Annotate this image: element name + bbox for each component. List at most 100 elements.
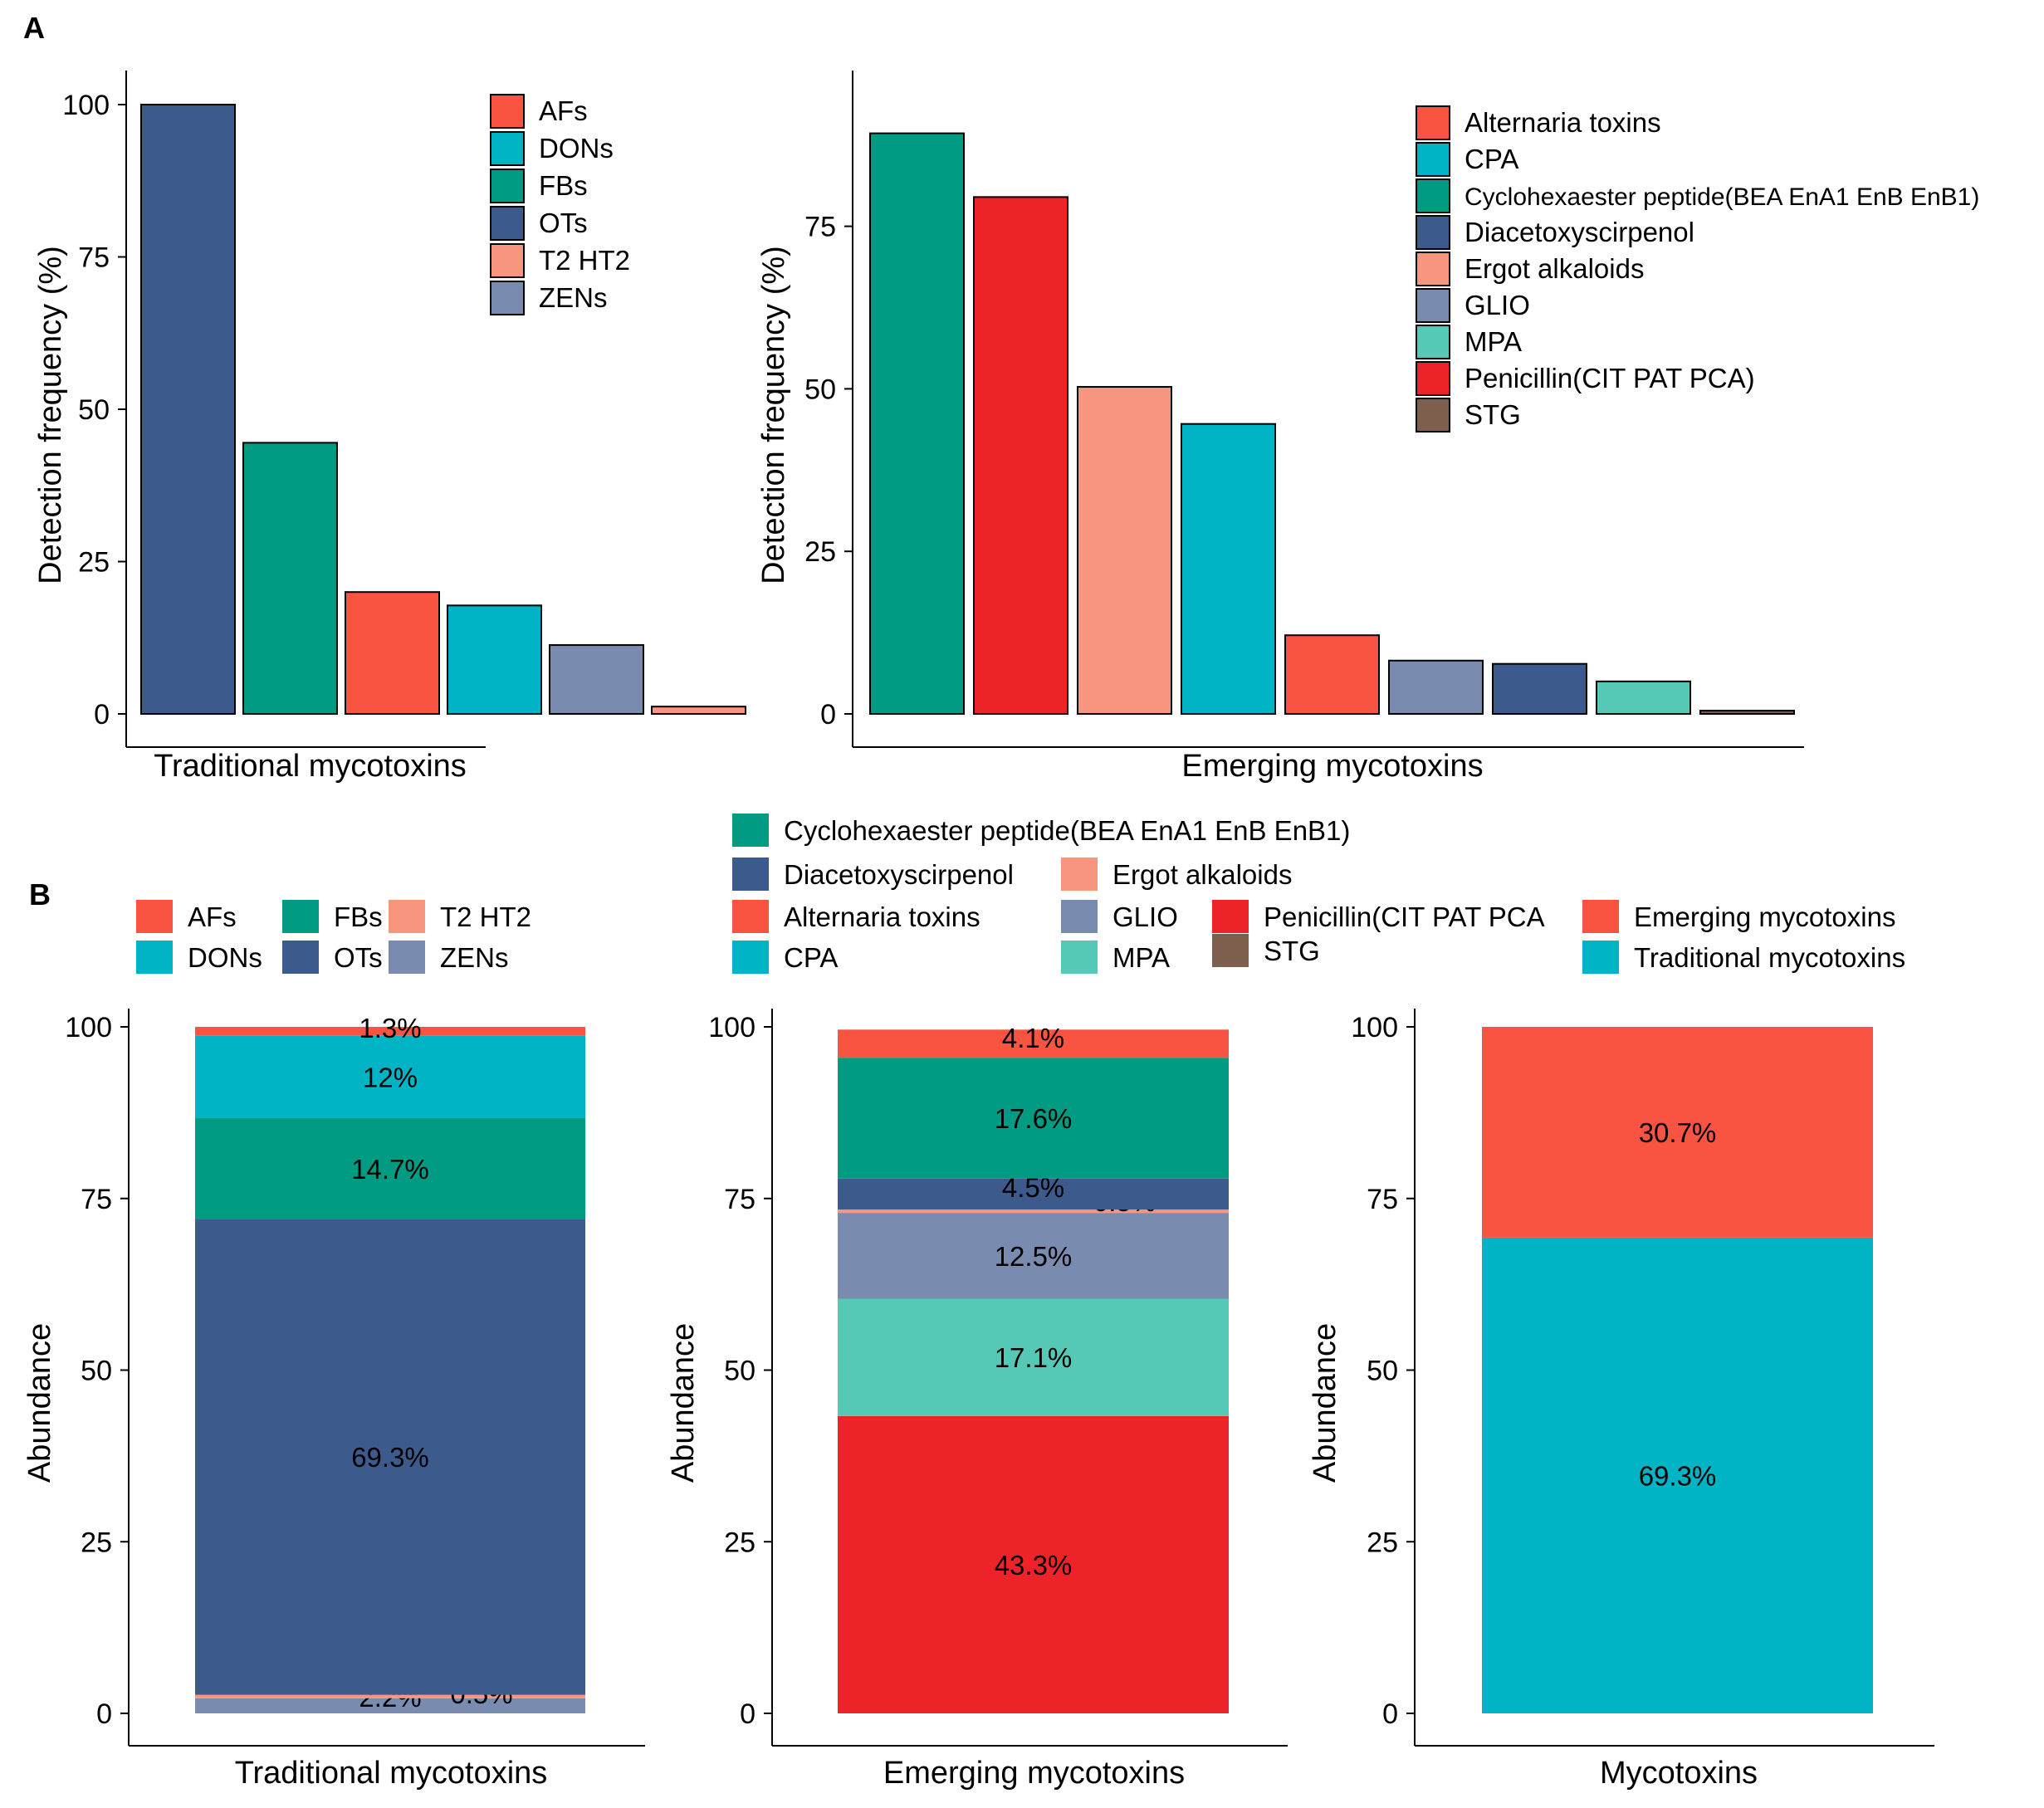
bar <box>1077 386 1172 715</box>
legend-swatch <box>490 169 525 203</box>
data-label: 30.7% <box>1639 1117 1717 1148</box>
bar <box>549 644 644 715</box>
legend: Alternaria toxins CPA Cyclohexaester pepti… <box>1416 105 1979 432</box>
legend-swatch <box>1416 398 1450 432</box>
y-tick-label: 0 <box>96 1698 112 1730</box>
y-tick-label: 0 <box>1382 1698 1398 1730</box>
legend-label: T2 HT2 <box>440 902 531 932</box>
y-axis-title: Abundance <box>22 1323 57 1483</box>
chart-b-traditional: 0 25 50 75 100 Traditional mycotoxins Abundanc… <box>22 1009 645 1791</box>
y-tick-label: 0 <box>740 1698 755 1730</box>
data-label: 4.1% <box>1002 1023 1064 1053</box>
legend-label: GLIO <box>1112 902 1178 932</box>
stack-segment <box>195 1219 585 1695</box>
y-tick-label: 25 <box>78 547 110 579</box>
panel-label-b: B <box>29 877 51 911</box>
bar <box>973 196 1068 715</box>
data-label: 43.3% <box>995 1550 1073 1581</box>
legend-swatch <box>1416 325 1450 359</box>
legend-label: FBs <box>539 170 588 201</box>
y-tick-label: 75 <box>804 212 836 243</box>
legend-swatch <box>732 858 769 891</box>
y-tick-label: 50 <box>81 1356 112 1387</box>
stack-segment <box>838 1178 1229 1209</box>
stack-segment <box>838 1058 1229 1179</box>
stack-segment <box>838 1298 1229 1416</box>
legend-swatch <box>490 131 525 166</box>
legend-swatch <box>282 941 319 974</box>
data-label: 69.3% <box>351 1442 429 1473</box>
legend-label: Cyclohexaester peptide(BEA EnA1 EnB EnB1… <box>1465 183 1979 211</box>
data-label: 1.3% <box>359 1013 421 1043</box>
x-axis-title: Traditional mycotoxins <box>154 749 467 784</box>
legend-label: Diacetoxyscirpenol <box>1465 217 1694 247</box>
y-tick-label: 75 <box>78 242 110 274</box>
stack-segment <box>1482 1237 1873 1713</box>
data-label: 17.1% <box>995 1342 1073 1373</box>
bar <box>140 104 236 715</box>
legend-label: Diacetoxyscirpenol <box>784 859 1014 890</box>
legend-swatch <box>1582 900 1619 933</box>
legend-label: MPA <box>1465 326 1522 357</box>
legend-swatch <box>389 941 425 974</box>
y-axis-title: Detection frequency (%) <box>33 246 68 584</box>
y-tick-label: 25 <box>724 1527 755 1558</box>
stack-segment <box>195 1027 585 1036</box>
stack-segment <box>195 1694 585 1698</box>
x-axis-title: Traditional mycotoxins <box>235 1756 548 1791</box>
legend-swatch <box>1061 941 1098 974</box>
bar <box>1181 423 1276 715</box>
legend-label: Ergot alkaloids <box>1465 253 1644 284</box>
legend-swatch <box>1416 288 1450 323</box>
bar <box>1699 710 1795 715</box>
legend-label: Penicillin(CIT PAT PCA <box>1264 902 1545 932</box>
chart-a-emerging: 0 25 50 75 Emerging mycotoxins Detection freq… <box>756 71 1979 784</box>
chart-layer: 0 25 50 75 100 Traditional mycotoxins Detectio… <box>22 71 1979 1791</box>
y-tick-label: 25 <box>81 1527 112 1558</box>
legend-label: AFs <box>188 902 237 932</box>
stack-segment <box>1482 1027 1873 1238</box>
legend-label: OTs <box>539 208 588 238</box>
bar <box>447 604 542 716</box>
y-tick-label: 100 <box>65 1012 112 1043</box>
legend-swatch <box>490 243 525 278</box>
bar <box>869 132 965 715</box>
legend-label: Cyclohexaester peptide(BEA EnA1 EnB EnB1… <box>784 815 1350 846</box>
legend-label: T2 HT2 <box>539 245 630 276</box>
legend-label: AFs <box>539 95 588 126</box>
chart-b-mycotoxins: 0 25 50 75 100 Mycotoxins Abundance 69.3% 30.7% <box>1308 1009 1934 1791</box>
legend-swatch <box>732 900 769 933</box>
chart-a-traditional: 0 25 50 75 100 Traditional mycotoxins Detectio… <box>33 71 746 784</box>
legend-swatch <box>1416 252 1450 286</box>
legend: AFs DONs FBs OTs T2 HT2 ZENs <box>490 94 630 315</box>
legend-swatch <box>732 941 769 974</box>
stack-segment <box>838 1415 1229 1713</box>
legend-swatch <box>1416 178 1450 213</box>
legend-b-emerging: Cyclohexaester peptide(BEA EnA1 EnB EnB1… <box>732 814 1545 974</box>
data-label: 17.6% <box>995 1103 1073 1134</box>
legend-swatch <box>1416 105 1450 140</box>
y-tick-label: 0 <box>94 699 110 731</box>
legend-label: CPA <box>1465 144 1518 174</box>
bar <box>1284 634 1380 715</box>
legend-label: Traditional mycotoxins <box>1634 942 1905 973</box>
legend-label: MPA <box>1112 942 1170 973</box>
legend-b-traditional: AFs DONs FBs OTs T2 HT2 ZENs <box>136 900 531 974</box>
legend-swatch <box>136 900 173 933</box>
legend-label: FBs <box>334 902 383 932</box>
legend-label: Emerging mycotoxins <box>1634 902 1895 932</box>
y-tick-label: 25 <box>804 536 836 568</box>
legend-label: GLIO <box>1465 290 1530 320</box>
y-axis-title: Abundance <box>1308 1323 1342 1483</box>
y-tick-label: 75 <box>724 1184 755 1215</box>
stack-segment <box>838 1029 1229 1058</box>
legend-swatch <box>389 900 425 933</box>
legend-swatch <box>1212 934 1249 967</box>
x-axis-title: Emerging mycotoxins <box>883 1756 1185 1791</box>
legend-b-mycotoxins: Emerging mycotoxins Traditional mycotoxin… <box>1582 900 1905 974</box>
legend-label: STG <box>1465 399 1521 430</box>
stack-segment <box>195 1698 585 1713</box>
legend-swatch <box>1061 900 1098 933</box>
bar <box>651 706 746 716</box>
bar <box>1388 659 1484 715</box>
